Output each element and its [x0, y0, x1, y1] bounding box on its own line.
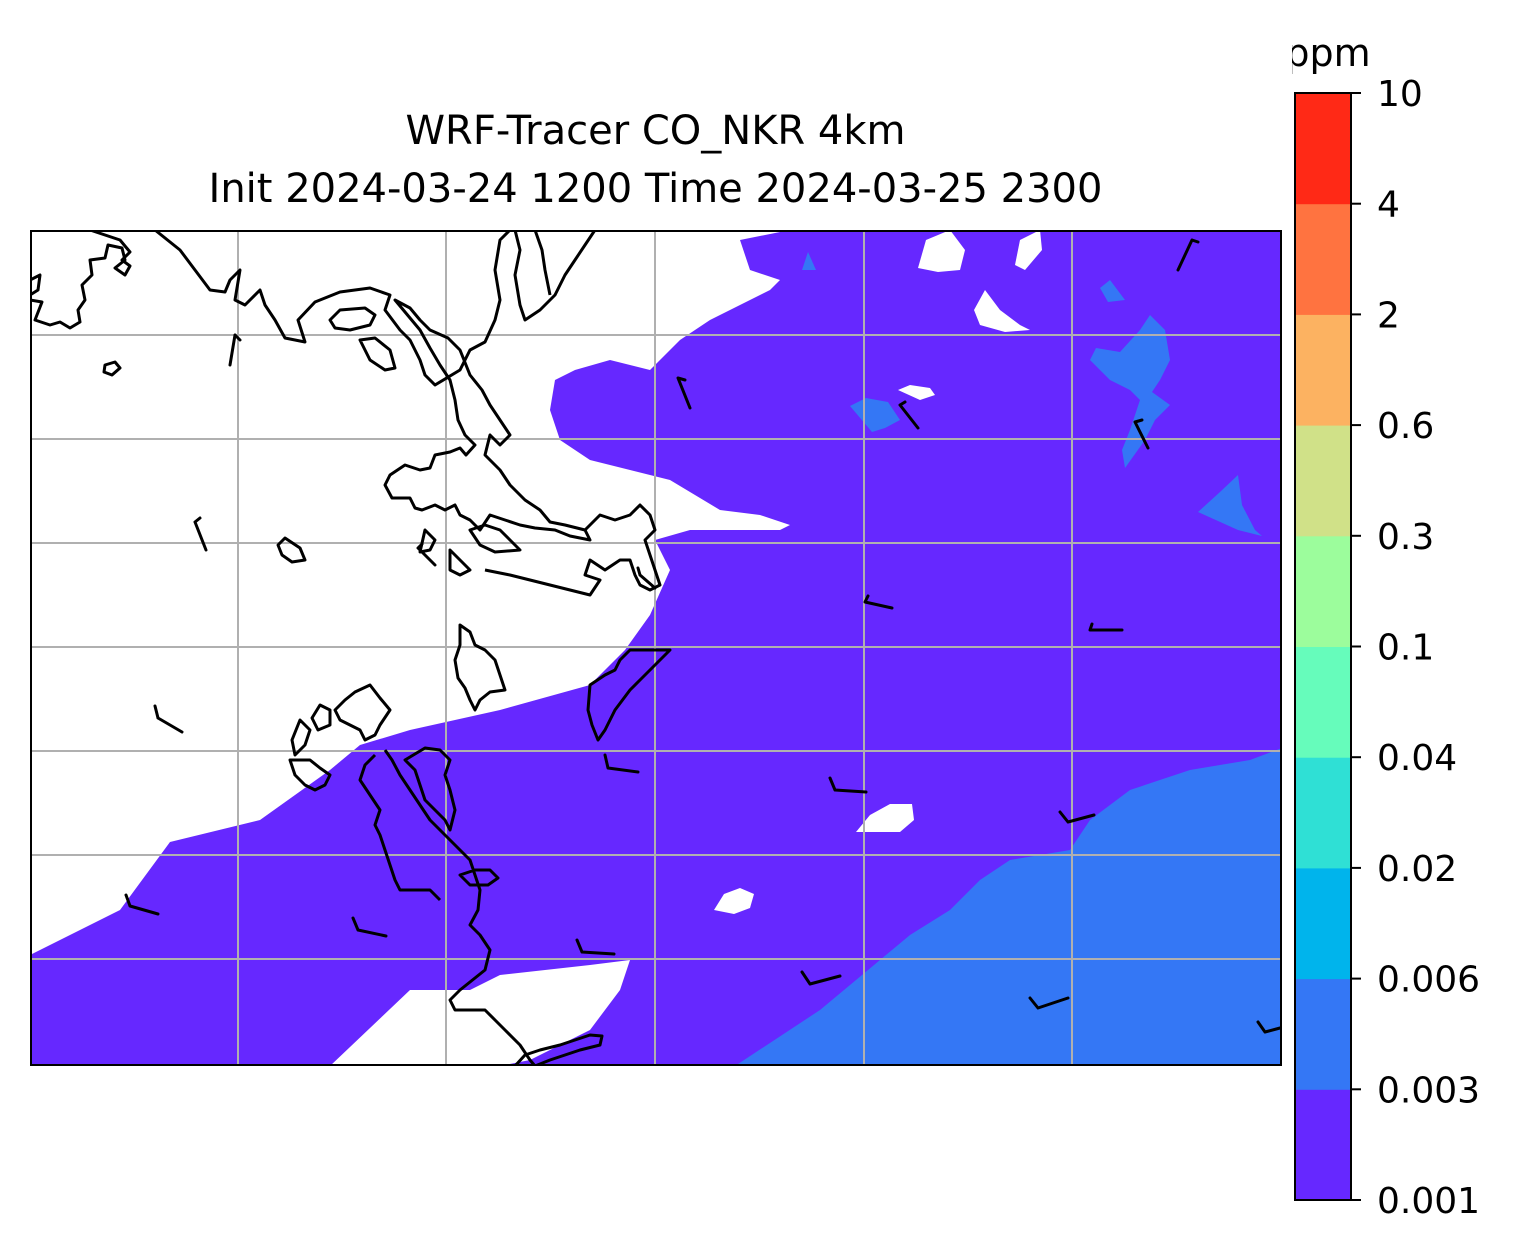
- island-1: [102, 360, 122, 377]
- wind-barb: [676, 376, 692, 410]
- tracer-gap-top-3: [974, 290, 1030, 332]
- colorbar-segment: [1295, 757, 1351, 869]
- colorbar-segment: [1295, 203, 1351, 315]
- colorbar-segment: [1295, 93, 1351, 205]
- wind-barb: [1176, 238, 1200, 272]
- wind-barb: [828, 776, 868, 794]
- wind-barb: [193, 516, 208, 552]
- wind-barb: [1028, 996, 1070, 1010]
- colorbar-tick-label: 0.02: [1377, 849, 1457, 890]
- wind-barb: [416, 542, 437, 567]
- wind-barb: [228, 333, 242, 367]
- colorbar-segment: [1295, 867, 1351, 980]
- tracer-blue-patch-1: [1090, 315, 1170, 468]
- wind-barb: [1256, 1020, 1282, 1034]
- tracer-blue-patch-2: [1198, 475, 1262, 536]
- tracer-gap-top-4: [898, 385, 935, 400]
- colorbar-segment: [1295, 1089, 1351, 1201]
- colorbar-segments: [1295, 93, 1351, 1201]
- colorbar-tick-label: 0.1: [1377, 628, 1434, 669]
- colorbar-unit-label: ppm: [1292, 31, 1371, 75]
- coastline-south: [288, 683, 604, 1066]
- colorbar-tick-label: 10: [1377, 74, 1423, 115]
- coastline-layer: [30, 230, 672, 1066]
- coastline-bay: [328, 298, 592, 542]
- coastline-peninsula: [418, 503, 672, 742]
- wind-barb: [800, 970, 842, 986]
- wind-barb: [124, 893, 160, 916]
- gridlines: [30, 230, 1282, 1066]
- tracer-gap-island-1: [856, 804, 914, 832]
- tracer-gap-top-2: [1015, 230, 1042, 270]
- colorbar-tick-label: 2: [1377, 295, 1400, 336]
- colorbar-border: [1294, 92, 1352, 1201]
- tracer-band-0.003-0.006: [735, 748, 1282, 1066]
- wind-barb: [636, 566, 657, 590]
- colorbar-tick-label: 0.003: [1377, 1070, 1480, 1111]
- tracer-blue-patch-3: [850, 398, 900, 432]
- coastline-main: [30, 230, 597, 387]
- colorbar-segment: [1295, 314, 1351, 426]
- colorbar-segment: [1295, 978, 1351, 1090]
- wind-barb: [575, 938, 616, 956]
- colorbar-tick-label: 4: [1377, 185, 1400, 226]
- wind-barb: [351, 916, 388, 938]
- colorbar-tick-label: 0.6: [1377, 406, 1434, 447]
- colorbar-ticks: 0.001 0.003 0.006 0.02 0.04 0.1 0.3 0.6 2 4 10: [1351, 74, 1480, 1222]
- chart-title-line-2: Init 2024-03-24 1200 Time 2024-03-25 230…: [208, 166, 1103, 212]
- colorbar-segment: [1295, 425, 1351, 537]
- tracer-blue-patch-5: [802, 252, 816, 270]
- colorbar-tick-label: 0.006: [1377, 960, 1480, 1001]
- wind-barb: [863, 594, 894, 610]
- colorbar-tick-label: 0.001: [1377, 1181, 1480, 1222]
- colorbar: ppm 0.001 0.003 0.006 0.02 0.04 0.1 0.3 0.6 2 4 10: [1292, 31, 1480, 1222]
- wind-barb: [1088, 622, 1124, 632]
- wind-barb: [153, 704, 184, 734]
- colorbar-segment: [1295, 646, 1351, 758]
- wind-barbs-layer: [124, 238, 1282, 1034]
- colorbar-tick-label: 0.3: [1377, 517, 1434, 558]
- map-border: [30, 230, 1282, 1066]
- chart-title-line-1: WRF-Tracer CO_NKR 4km: [405, 108, 906, 154]
- map-panel: [30, 230, 1282, 1066]
- tracer-gap-island-2: [714, 888, 754, 914]
- wind-barb: [1058, 810, 1096, 824]
- wind-barb: [603, 753, 640, 774]
- tracer-blue-patch-4: [1100, 280, 1125, 302]
- island-2: [276, 536, 307, 564]
- colorbar-tick-label: 0.04: [1377, 738, 1457, 779]
- wind-barb: [898, 400, 920, 430]
- wind-barb: [1133, 418, 1150, 450]
- colorbar-segment: [1295, 535, 1351, 647]
- tracer-gap-top-1: [918, 230, 965, 272]
